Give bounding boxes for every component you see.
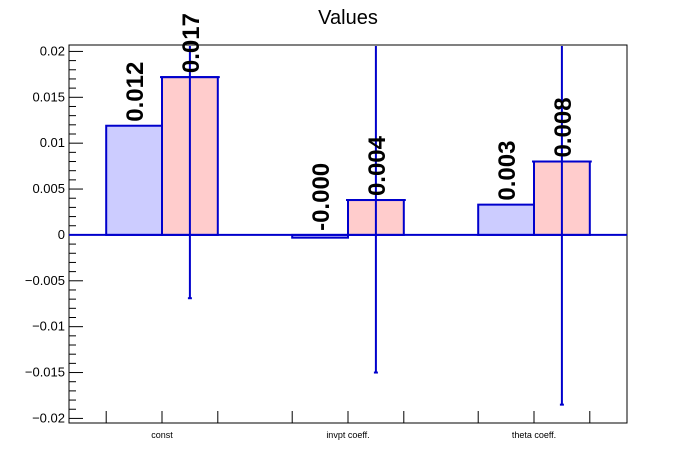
data-label: 0.017 [178,13,205,73]
data-label: 0.003 [494,141,521,201]
y-tick-label: −0.015 [25,365,65,380]
x-axis [105,411,591,423]
data-label: 0.004 [364,135,391,196]
data-labels: 0.012 -0.000 0.003 0.017 0.004 0.008 [122,13,577,231]
y-axis: −0.02 −0.015 −0.01 −0.005 0 0.005 0.01 0.015 0.0… [25,43,83,425]
category-labels: const invpt coeff. theta coeff. [151,430,556,440]
chart-title: Values [318,7,378,29]
y-tick-label: −0.005 [25,273,65,288]
bar [105,124,163,236]
y-tick-label: −0.02 [32,410,65,425]
bar [477,203,536,236]
data-label: 0.012 [122,62,149,122]
error-bars-group [160,46,592,406]
y-tick-label: 0.005 [32,181,65,196]
y-tick-label: 0.015 [32,89,65,104]
category-label: invpt coeff. [326,430,369,440]
category-label: const [151,430,173,440]
y-tick-label: 0.02 [40,43,65,58]
y-tick-label: 0.01 [40,135,65,150]
data-label: 0.008 [550,97,577,157]
y-tick-label: 0 [58,227,65,242]
data-label: -0.000 [308,163,335,231]
category-label: theta coeff. [512,430,556,440]
y-tick-label: −0.01 [32,319,65,334]
